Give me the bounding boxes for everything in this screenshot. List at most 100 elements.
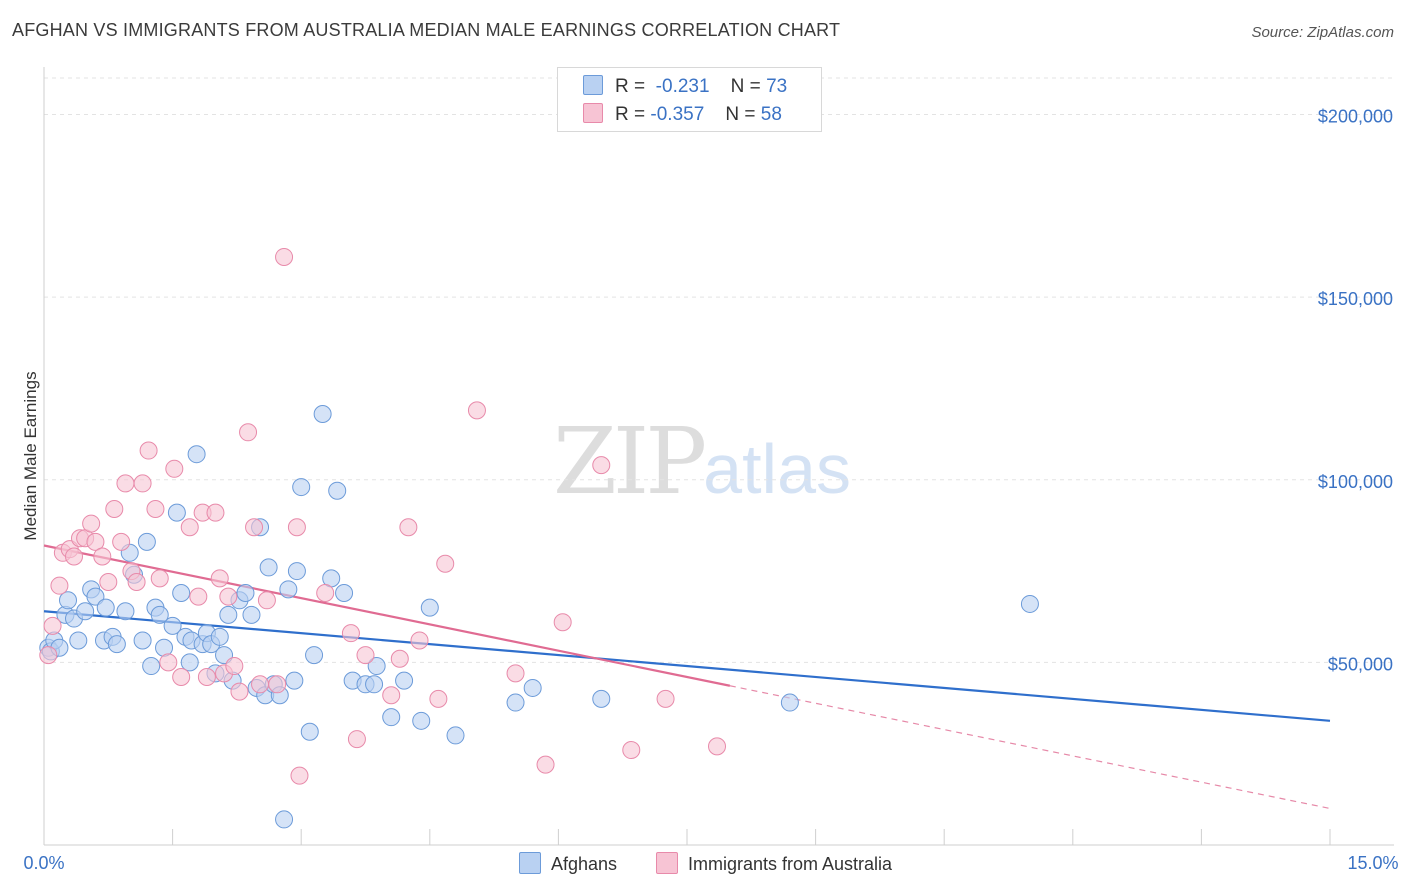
australia-point: [708, 737, 727, 756]
afghan-point: [167, 503, 186, 522]
afghans-swatch: [519, 852, 541, 874]
afghan-point: [137, 532, 156, 551]
afghan-point: [86, 587, 105, 606]
legend-r-label: R =: [615, 76, 646, 97]
legend-r-value: -0.231: [655, 76, 710, 97]
afghan-point: [305, 646, 324, 665]
australia-point: [146, 499, 165, 518]
afghan-point: [236, 583, 255, 602]
afghan-point: [780, 693, 799, 712]
afghan-point: [506, 693, 525, 712]
afghan-point: [116, 602, 135, 621]
bottom-legend-afghans: Afghans: [519, 852, 617, 875]
y-tick-label: $100,000: [1318, 472, 1393, 492]
australia-point: [197, 667, 216, 686]
afghan-point: [292, 478, 311, 497]
bottom-legend-label: Afghans: [551, 854, 618, 874]
australia-point: [225, 657, 244, 676]
australia-point: [275, 247, 294, 266]
australia-point: [133, 474, 152, 493]
afghan-point: [367, 657, 386, 676]
australia-point: [150, 569, 169, 588]
australia-point: [245, 518, 264, 537]
x-tick-label: 15.0%: [1347, 853, 1398, 873]
afghan-point: [133, 631, 152, 650]
australia-point: [39, 646, 58, 665]
australia-point: [622, 741, 641, 760]
legend-r-value: -0.357: [650, 104, 705, 125]
australia-swatch: [583, 103, 603, 123]
australia-point: [399, 518, 418, 537]
australia-point: [105, 499, 124, 518]
australia-point: [239, 423, 258, 442]
watermark-zip: ZIP: [553, 408, 707, 515]
australia-point: [172, 667, 191, 686]
australia-point: [592, 456, 611, 475]
australia-point: [180, 518, 199, 537]
afghan-point: [59, 591, 78, 610]
australia-point: [429, 689, 448, 708]
chart-title: AFGHAN VS IMMIGRANTS FROM AUSTRALIA MEDI…: [12, 20, 841, 40]
afghan-point: [150, 605, 169, 624]
australia-point: [382, 686, 401, 705]
afghan-point: [279, 580, 298, 599]
afghan-point: [285, 671, 304, 690]
afghan-point: [335, 583, 354, 602]
australia-point: [536, 755, 555, 774]
australia-point: [316, 583, 335, 602]
axis-labels: $50,000 $100,000 $150,000 $200,000 0.0% 15.0%…: [21, 107, 1399, 873]
afghan-point: [523, 678, 542, 697]
afghan-point: [69, 631, 88, 650]
trend-lines: [43, 544, 1331, 810]
y-axis-title: Median Male Earnings: [21, 371, 40, 540]
afghan-point: [172, 583, 191, 602]
afghan-point: [96, 598, 115, 617]
legend-n-value: 73: [766, 76, 788, 97]
australia-point: [251, 675, 270, 694]
afghan-point: [420, 598, 439, 617]
australia-point: [656, 689, 675, 708]
watermark-atlas: atlas: [703, 430, 852, 508]
axes: [43, 67, 1394, 846]
afghan-point: [259, 558, 278, 577]
y-tick-label: $200,000: [1318, 107, 1393, 127]
australia-point: [467, 401, 486, 420]
australia-point: [165, 459, 184, 478]
afghan-point: [395, 671, 414, 690]
afghan-point: [142, 657, 161, 676]
afghan-point: [163, 616, 182, 635]
watermark: ZIPatlas: [553, 408, 851, 515]
australia-point: [390, 649, 409, 668]
trend-line-australia-extrapolated: [729, 685, 1331, 810]
australia-point: [210, 569, 229, 588]
data-points: [39, 247, 1039, 829]
australia-point: [436, 554, 455, 573]
australia-swatch: [656, 852, 678, 874]
afghan-point: [215, 646, 234, 665]
afghan-point: [592, 689, 611, 708]
australia-point: [410, 631, 429, 650]
y-tick-label: $150,000: [1318, 289, 1393, 309]
grid-lines: [44, 77, 1394, 663]
bottom-legend-australia: Immigrants from Australia: [656, 852, 892, 875]
afghan-point: [107, 635, 126, 654]
legend-r-label: R =: [615, 104, 646, 125]
australia-point: [189, 587, 208, 606]
afghan-point: [180, 653, 199, 672]
australia-point: [356, 646, 375, 665]
afghan-point: [219, 605, 238, 624]
australia-point: [290, 766, 309, 785]
australia-point: [230, 682, 249, 701]
afghan-point: [300, 722, 319, 741]
afghan-point: [210, 627, 229, 646]
bottom-legend-label: Immigrants from Australia: [688, 854, 893, 874]
afghan-point: [328, 481, 347, 500]
legend-n-label: N =: [725, 104, 756, 125]
legend-row-australia: R = -0.357 N = 58: [583, 103, 782, 126]
afghan-point: [287, 562, 306, 581]
australia-point: [93, 547, 112, 566]
australia-point: [506, 664, 525, 683]
australia-point: [268, 675, 287, 694]
australia-point: [206, 503, 225, 522]
